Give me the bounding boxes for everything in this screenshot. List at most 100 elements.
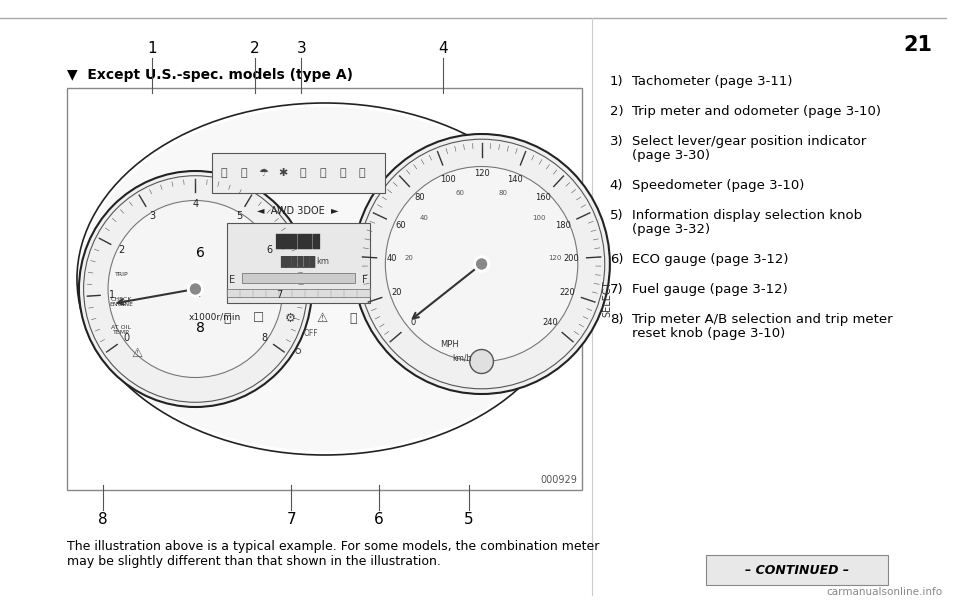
Text: 20: 20 [404,255,413,262]
Text: 40: 40 [387,254,397,263]
Text: 5: 5 [464,512,473,527]
Text: Information display selection knob: Information display selection knob [632,209,862,222]
Text: 6): 6) [610,253,623,266]
Circle shape [473,256,490,272]
Text: ☂: ☂ [258,168,269,178]
Text: 2): 2) [610,105,623,118]
Text: 80: 80 [415,193,425,202]
Text: 160: 160 [536,193,551,202]
Text: 4): 4) [610,179,623,192]
Circle shape [187,281,204,297]
Text: km/h: km/h [453,353,472,362]
Text: 60: 60 [395,221,405,230]
Text: 6: 6 [267,245,273,255]
Text: ██████: ██████ [276,233,321,249]
Text: ⛽: ⛽ [224,312,230,324]
Text: 180: 180 [555,221,571,230]
Text: 2: 2 [251,41,260,56]
Ellipse shape [385,167,578,362]
Bar [706,555,888,585]
Text: ☐: ☐ [252,312,264,324]
Text: SELECT: SELECT [602,280,612,317]
Text: 4: 4 [439,41,448,56]
Text: 1: 1 [108,290,115,299]
Text: 7: 7 [286,512,296,527]
Text: reset knob (page 3-10): reset knob (page 3-10) [632,327,785,340]
Text: (page 3-30): (page 3-30) [632,149,709,162]
Bar [227,289,370,297]
Text: 8: 8 [261,333,267,343]
Text: 4: 4 [192,199,199,209]
Text: 8: 8 [98,512,108,527]
Text: 20: 20 [391,288,401,297]
Text: Trip meter and odometer (page 3-10): Trip meter and odometer (page 3-10) [632,105,880,118]
Text: MPH: MPH [440,340,459,349]
Ellipse shape [353,134,610,394]
Text: – CONTINUED –: – CONTINUED – [745,563,849,577]
Text: 3: 3 [149,211,155,221]
Text: ▼  Except U.S.-spec. models (type A): ▼ Except U.S.-spec. models (type A) [67,68,353,82]
Bar [227,223,370,303]
Text: 0: 0 [410,318,416,327]
Text: 3): 3) [610,135,623,148]
Text: 200: 200 [564,254,579,263]
Circle shape [469,349,493,373]
Text: ⚠: ⚠ [316,312,327,324]
Text: Ⓠ: Ⓠ [221,168,228,178]
Ellipse shape [81,107,568,451]
Text: 7: 7 [276,290,282,299]
Text: ECO gauge (page 3-12): ECO gauge (page 3-12) [632,253,788,266]
Text: 8): 8) [610,313,623,326]
Text: 21: 21 [903,35,932,55]
Text: 1: 1 [147,41,156,56]
Ellipse shape [79,171,312,407]
Text: Speedometer (page 3-10): Speedometer (page 3-10) [632,179,804,192]
Text: km: km [316,257,329,266]
Text: Ⓛ: Ⓛ [339,168,346,178]
Text: ✱: ✱ [278,168,288,178]
Bar [212,153,385,193]
Text: 6: 6 [196,246,204,260]
Text: 5: 5 [236,211,242,221]
Text: ⛔: ⛔ [349,312,357,324]
Text: 80: 80 [498,190,508,196]
Text: F: F [362,275,368,285]
Text: ⚠: ⚠ [132,348,143,360]
Text: ⚪: ⚪ [293,346,303,359]
Circle shape [477,259,487,269]
Text: carmanualsonline.info: carmanualsonline.info [827,587,943,597]
Text: E: E [228,275,235,285]
Text: 6: 6 [373,512,384,527]
Text: ⚙: ⚙ [284,312,296,324]
Text: 7: 7 [196,286,204,300]
Text: Ⓢ: Ⓢ [320,168,326,178]
Circle shape [190,284,201,294]
Text: ██████: ██████ [280,255,316,267]
Text: OFF: OFF [303,329,318,338]
Text: 7): 7) [610,283,623,296]
Text: ⓑ: ⓑ [240,168,247,178]
Text: 100: 100 [532,215,545,221]
Text: TRIP: TRIP [114,271,129,277]
Text: 140: 140 [507,175,522,184]
Text: CHECK
ENGINE: CHECK ENGINE [109,296,133,307]
Text: Select lever/gear position indicator: Select lever/gear position indicator [632,135,866,148]
Text: The illustration above is a typical example. For some models, the combination me: The illustration above is a typical exam… [67,540,599,553]
Text: 220: 220 [559,288,575,297]
Text: ◄  AWD 3DOE  ►: ◄ AWD 3DOE ► [257,206,339,216]
Text: 100: 100 [441,175,456,184]
Text: 5): 5) [610,209,623,222]
Text: 120: 120 [548,255,562,262]
Text: 120: 120 [473,169,490,178]
Text: 2: 2 [118,245,124,255]
Text: 0: 0 [124,333,130,343]
Text: 3: 3 [297,41,306,56]
Text: AT OIL
TEMP: AT OIL TEMP [111,324,132,335]
Text: 240: 240 [542,318,559,327]
Text: Trip meter A/B selection and trip meter: Trip meter A/B selection and trip meter [632,313,892,326]
Text: Tachometer (page 3-11): Tachometer (page 3-11) [632,75,792,88]
Text: Ⓡ: Ⓡ [359,168,366,178]
Text: 000929: 000929 [540,475,577,485]
Text: 8: 8 [196,321,204,335]
Ellipse shape [108,200,283,378]
